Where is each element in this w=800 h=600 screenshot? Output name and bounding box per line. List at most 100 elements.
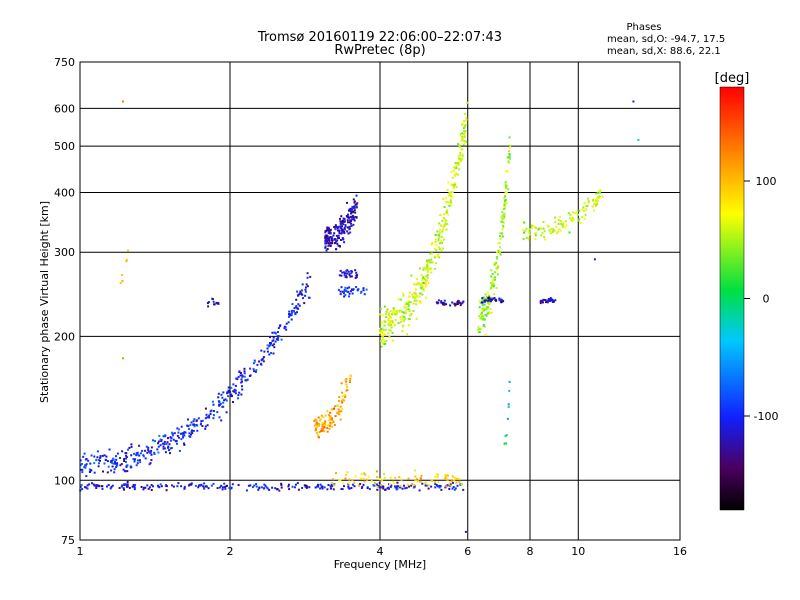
data-point — [340, 222, 342, 225]
data-point — [319, 418, 322, 421]
data-point — [496, 268, 499, 271]
data-point — [334, 242, 337, 244]
data-point — [458, 160, 461, 163]
data-point — [399, 485, 402, 487]
data-point — [501, 218, 504, 220]
data-point — [243, 375, 246, 378]
data-point — [587, 197, 589, 200]
data-point — [358, 484, 361, 487]
data-point — [491, 272, 494, 275]
data-point — [97, 465, 100, 468]
data-point — [416, 282, 419, 285]
data-point — [124, 470, 127, 473]
data-point — [560, 222, 563, 225]
data-point — [461, 301, 464, 304]
data-point — [546, 299, 549, 302]
data-point — [407, 303, 410, 306]
data-point — [332, 488, 335, 491]
data-point — [249, 374, 252, 377]
data-point — [353, 207, 356, 210]
data-point — [81, 488, 84, 491]
data-point — [354, 215, 357, 218]
data-point — [339, 220, 342, 223]
data-point — [457, 163, 460, 166]
data-point — [355, 271, 358, 274]
data-point — [317, 416, 320, 419]
data-point — [321, 422, 324, 425]
data-point — [88, 470, 91, 473]
data-point — [329, 241, 332, 244]
data-point — [234, 392, 237, 395]
data-point — [390, 326, 393, 329]
data-point — [458, 144, 461, 147]
data-point — [449, 199, 452, 202]
data-point — [435, 249, 438, 252]
data-point — [492, 286, 495, 289]
data-point — [327, 229, 329, 232]
data-point — [483, 299, 486, 302]
data-point — [329, 236, 332, 239]
data-point — [484, 298, 487, 300]
data-point — [344, 286, 347, 289]
data-point — [118, 487, 121, 489]
data-point — [549, 297, 552, 300]
data-point — [122, 357, 124, 360]
data-point — [352, 223, 355, 226]
data-point — [338, 229, 341, 232]
data-point — [437, 237, 440, 240]
data-point — [556, 232, 558, 235]
data-point — [335, 234, 338, 237]
data-point — [484, 333, 487, 336]
data-point — [202, 485, 205, 488]
data-point — [392, 321, 394, 324]
data-point — [324, 420, 327, 423]
data-point — [140, 486, 143, 488]
data-point — [253, 484, 256, 487]
data-point — [503, 212, 506, 215]
data-point — [167, 445, 170, 448]
data-point — [380, 340, 382, 343]
data-point — [379, 332, 382, 334]
data-point — [338, 396, 341, 398]
data-point — [424, 283, 427, 286]
data-point — [436, 230, 439, 233]
data-point — [212, 414, 215, 417]
data-point — [395, 310, 398, 313]
data-point — [420, 287, 423, 290]
data-point — [572, 211, 574, 214]
data-point — [410, 313, 413, 315]
data-point — [412, 310, 415, 312]
data-point — [395, 312, 398, 315]
data-point — [335, 404, 338, 407]
data-point — [400, 318, 403, 321]
data-point — [523, 221, 525, 224]
data-point — [182, 436, 185, 439]
data-point — [258, 360, 260, 363]
data-point — [84, 486, 87, 489]
data-point — [385, 313, 388, 316]
data-point — [132, 484, 135, 486]
data-point — [337, 225, 340, 228]
data-point — [495, 267, 498, 269]
data-point — [106, 460, 109, 463]
data-point — [164, 451, 167, 454]
data-point — [335, 248, 338, 251]
data-point — [305, 283, 308, 286]
data-point — [262, 356, 265, 358]
data-point — [345, 290, 348, 292]
data-point — [450, 183, 453, 186]
data-point — [360, 487, 363, 490]
data-point — [449, 193, 452, 196]
data-point — [135, 464, 138, 467]
data-point — [224, 487, 227, 490]
data-point — [164, 434, 167, 437]
data-point — [505, 185, 508, 188]
data-point — [333, 483, 336, 486]
data-point — [210, 484, 213, 487]
data-point — [330, 418, 333, 421]
data-point — [217, 302, 220, 304]
data-point — [349, 381, 351, 383]
data-point — [297, 293, 300, 296]
data-point — [576, 210, 578, 213]
data-point — [444, 222, 447, 225]
